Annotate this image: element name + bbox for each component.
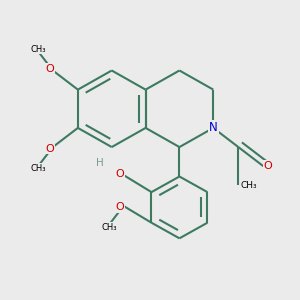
Text: CH₃: CH₃ — [30, 44, 46, 53]
Text: O: O — [45, 64, 54, 74]
Text: O: O — [45, 143, 54, 154]
Text: O: O — [263, 161, 272, 171]
Text: H: H — [96, 158, 104, 168]
Text: CH₃: CH₃ — [30, 164, 46, 173]
Text: N: N — [209, 122, 218, 134]
Text: O: O — [116, 169, 124, 178]
Text: CH₃: CH₃ — [240, 181, 257, 190]
Text: O: O — [116, 202, 124, 212]
Text: CH₃: CH₃ — [101, 223, 116, 232]
